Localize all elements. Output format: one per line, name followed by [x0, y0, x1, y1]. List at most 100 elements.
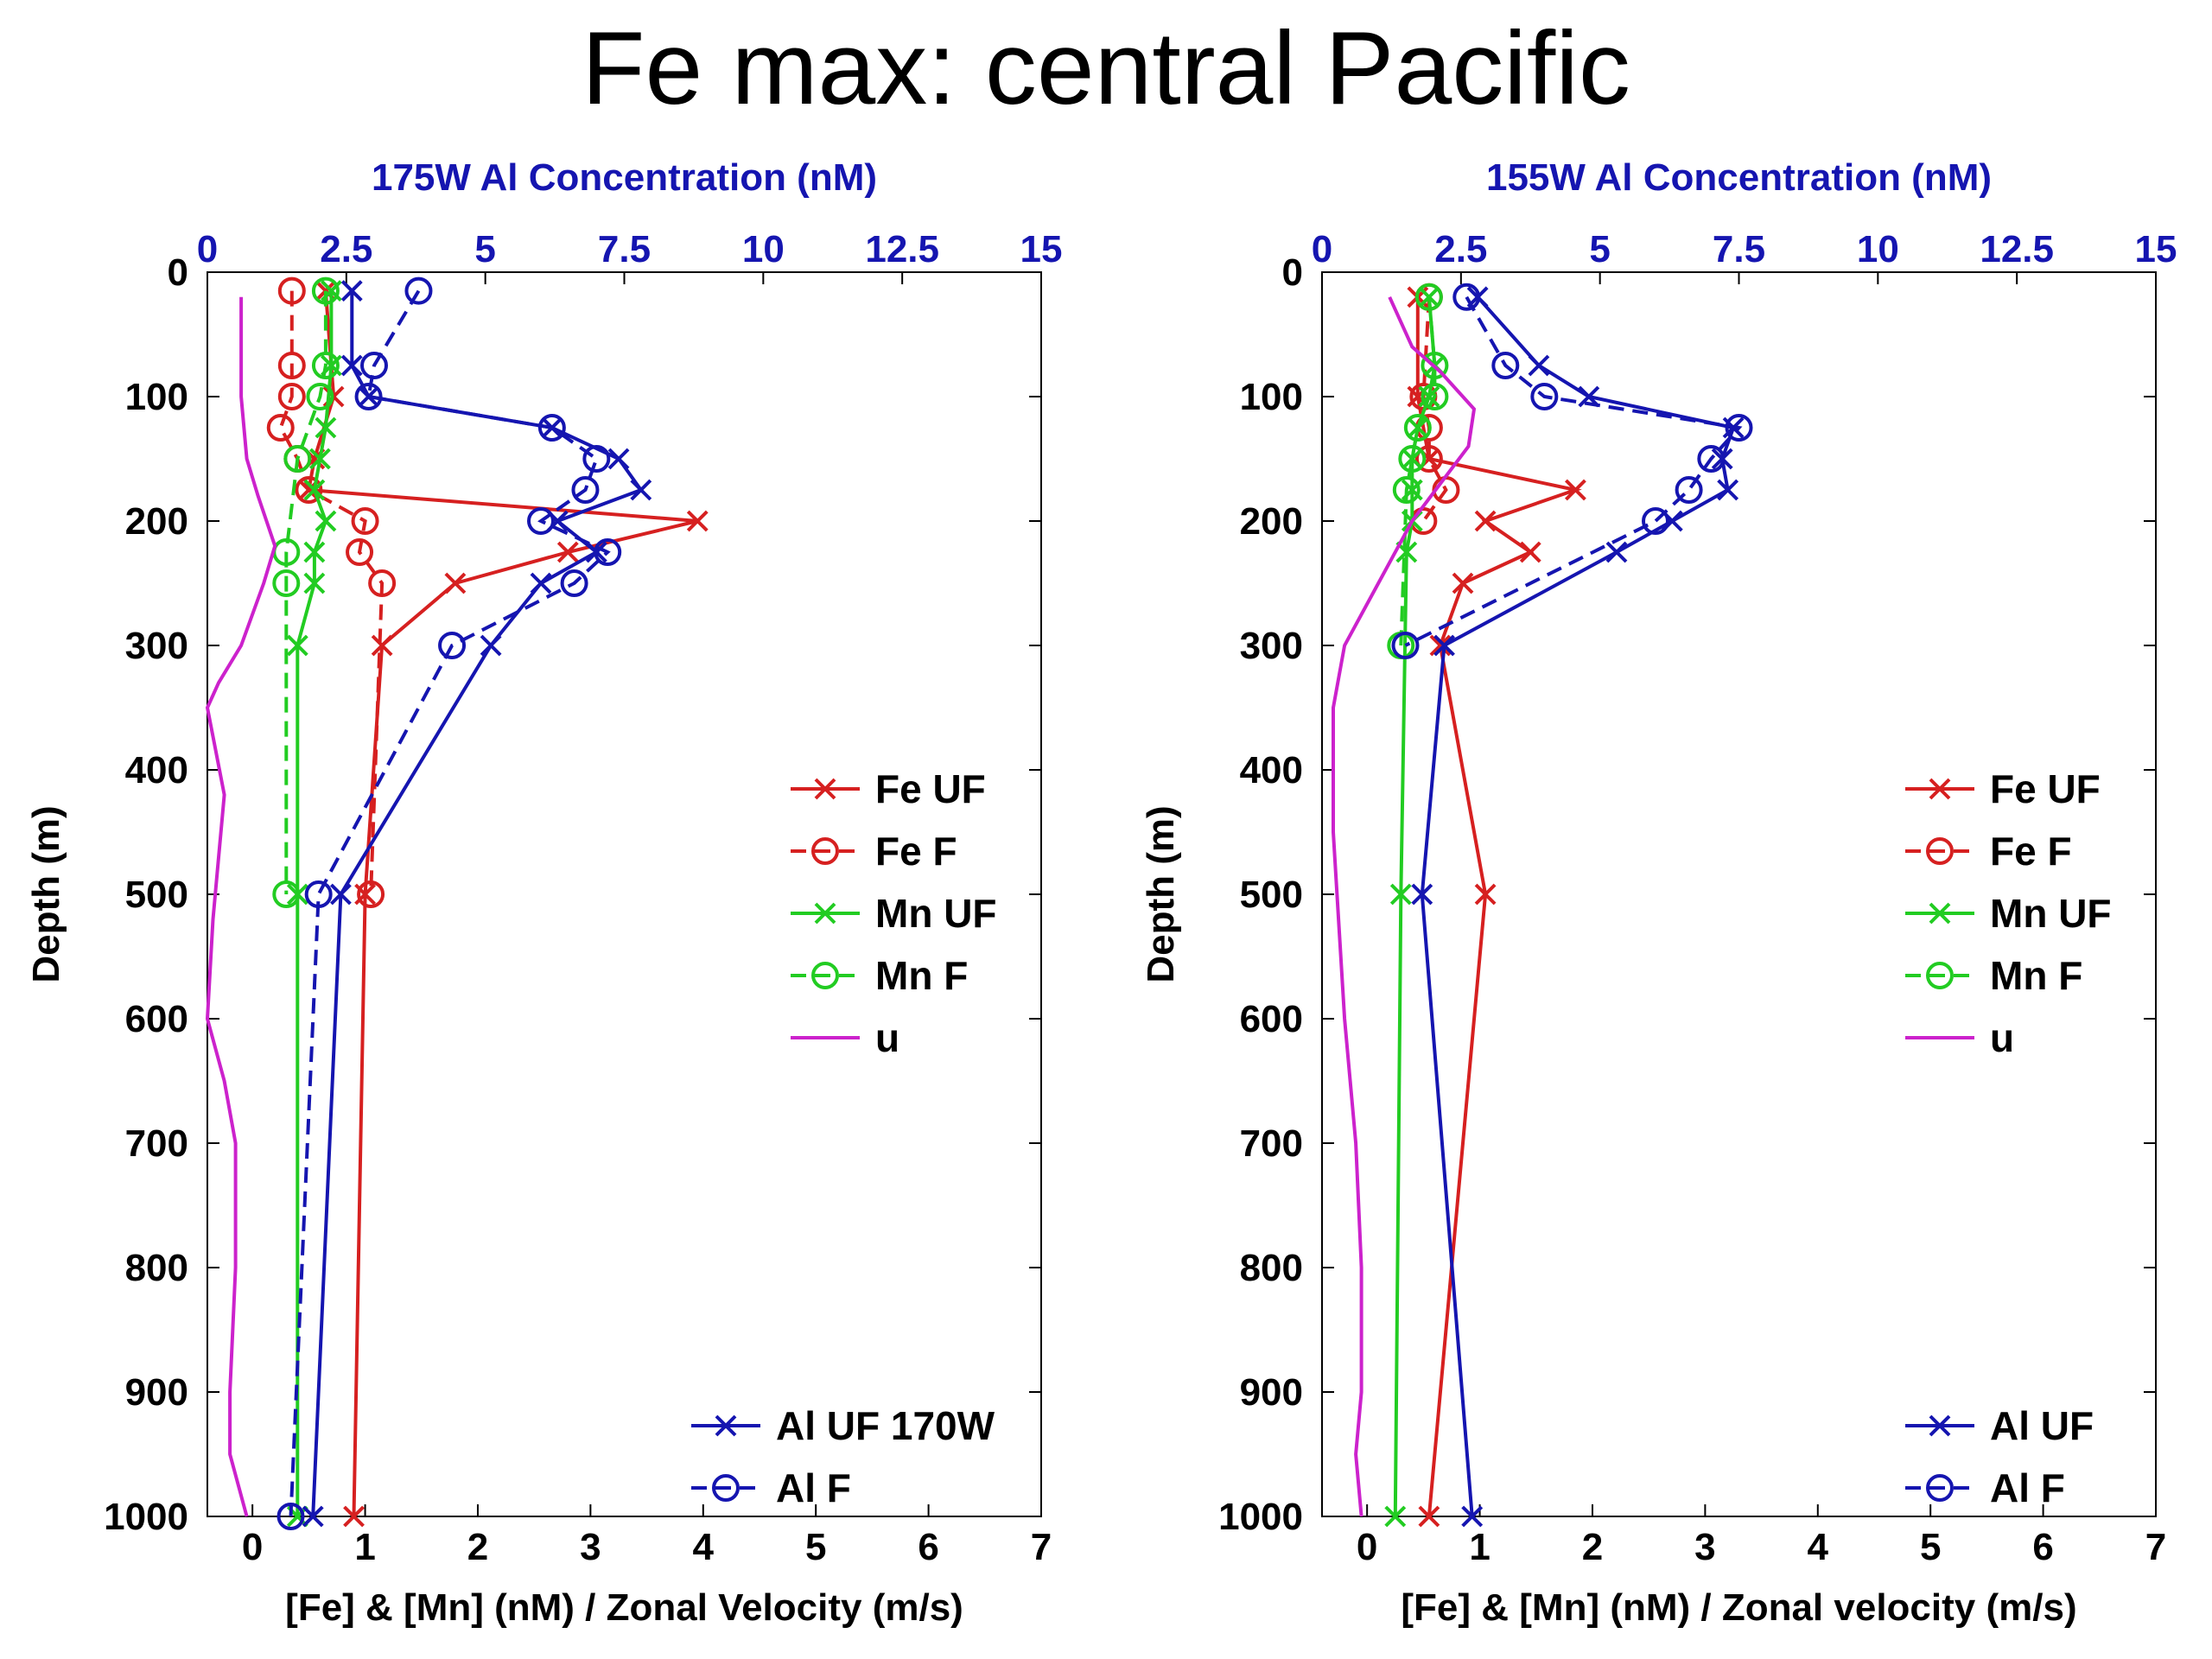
data-point-mn-f: [272, 569, 301, 597]
data-point-fe-f: [295, 476, 323, 504]
data-point-al-f: [1642, 507, 1669, 535]
legend-label: Al F: [1990, 1465, 2065, 1510]
legend-label: Mn F: [875, 953, 968, 998]
data-point-fe-f: [357, 880, 385, 908]
x-tick-label: 6: [2032, 1526, 2053, 1568]
chart-155w: 155W Al Concentration (nM)0 2.5 5 7.5 10 12.5…: [1140, 156, 2177, 1629]
data-point-al-f: [537, 414, 566, 442]
data-point-mn-uf: [315, 510, 337, 532]
data-point-mn-f: [1421, 352, 1449, 379]
data-point-fe-uf: [343, 1505, 365, 1528]
data-point-al-uf: [1433, 634, 1455, 657]
y-tick-label: 300: [1240, 625, 1303, 667]
y-tick-label: 0: [1282, 251, 1303, 294]
data-point-mn-f: [1398, 445, 1427, 473]
legend-marker: [811, 837, 839, 865]
legend-marker: [715, 1414, 737, 1437]
legend-label: Fe F: [1990, 829, 2072, 874]
legend-label: Fe F: [875, 829, 957, 874]
data-point-fe-f: [277, 276, 306, 305]
series-line-fe-f: [278, 290, 385, 895]
top-tick-label: 7.5: [1713, 228, 1765, 270]
data-point-al-f: [404, 276, 433, 305]
legend-label: u: [1990, 1015, 2014, 1060]
y-tick-label: 800: [1240, 1247, 1303, 1289]
x-tick-label: 5: [1920, 1526, 1941, 1568]
y-tick-label: 800: [125, 1247, 188, 1289]
legend-marker: [1926, 1474, 1954, 1502]
data-point-mn-f: [306, 383, 334, 410]
data-point-al-uf-170w: [358, 385, 379, 408]
top-tick-label: 15: [2135, 228, 2177, 270]
x-tick-label: 7: [1031, 1526, 1052, 1568]
data-point-al-uf: [1717, 479, 1739, 501]
data-point-al-uf: [1461, 1505, 1484, 1528]
legend-marker: [712, 1474, 740, 1502]
data-point-fe-f: [346, 538, 374, 566]
slide-title: Fe max: central Pacific: [582, 10, 1630, 126]
y-tick-label: 900: [125, 1371, 188, 1414]
data-point-fe-uf: [1474, 510, 1497, 532]
legend-marker: [814, 778, 836, 800]
top-tick-label: 7.5: [598, 228, 651, 270]
data-point-al-uf-170w: [340, 280, 363, 302]
x-axis-label: [Fe] & [Mn] (nM) / Zonal Velocity (m/s): [285, 1586, 963, 1629]
series-mn-f: [1387, 283, 1449, 659]
data-point-mn-uf: [1384, 1505, 1407, 1528]
data-point-mn-f: [1414, 283, 1443, 311]
data-point-al-uf-170w: [530, 572, 552, 594]
y-tick-label: 600: [1240, 998, 1303, 1040]
x-tick-label: 0: [1357, 1526, 1377, 1568]
x-tick-label: 4: [693, 1526, 715, 1568]
data-point-mn-f: [1392, 476, 1421, 504]
top-tick-label: 12.5: [1980, 228, 2054, 270]
series-line-u: [1332, 296, 1477, 1517]
data-point-al-f: [1391, 632, 1420, 659]
series-line-fe-f: [1421, 296, 1448, 523]
legend-label: Mn UF: [1990, 891, 2112, 936]
x-tick-label: 2: [1582, 1526, 1603, 1568]
top-tick-label: 0: [1312, 228, 1332, 270]
data-point-al-f: [1675, 476, 1703, 504]
series-al-f: [276, 276, 622, 1530]
data-point-al-uf: [1605, 541, 1628, 563]
data-point-al-uf-170w: [329, 883, 352, 906]
y-tick-label: 300: [125, 625, 188, 667]
y-tick-label: 1000: [104, 1496, 188, 1538]
data-point-fe-uf: [371, 634, 393, 657]
legend-label: Fe UF: [1990, 766, 2101, 811]
top-tick-label: 12.5: [865, 228, 939, 270]
y-tick-label: 900: [1240, 1371, 1303, 1414]
legend-label: Mn UF: [875, 891, 997, 936]
legend-marker: [1929, 778, 1951, 800]
data-point-al-f: [594, 538, 622, 566]
x-tick-label: 2: [467, 1526, 488, 1568]
data-point-mn-f: [311, 276, 340, 305]
data-point-mn-uf: [303, 541, 326, 563]
series-fe-uf: [297, 280, 709, 1528]
data-point-mn-uf: [1418, 286, 1440, 308]
top-tick-label: 10: [742, 228, 785, 270]
data-point-mn-f: [283, 445, 312, 473]
data-point-mn-uf: [303, 572, 326, 594]
series-mn-f: [272, 276, 340, 908]
data-point-al-f: [1530, 383, 1559, 410]
data-point-al-uf-170w: [480, 634, 502, 657]
data-point-mn-uf: [315, 416, 337, 439]
legend-upper: Fe UF Fe F Mn UF Mn F u: [791, 766, 997, 1060]
legend-marker: [811, 962, 839, 989]
series-al-f: [1391, 283, 1753, 659]
data-point-al-uf-170w: [302, 1505, 324, 1528]
data-point-fe-uf: [1452, 572, 1474, 594]
x-axis-label: [Fe] & [Mn] (nM) / Zonal velocity (m/s): [1401, 1586, 2076, 1629]
y-tick-label: 100: [1240, 376, 1303, 418]
data-point-fe-f: [368, 569, 397, 597]
data-point-mn-uf: [1389, 883, 1412, 906]
data-point-mn-uf: [1401, 448, 1423, 470]
series-line-fe-uf: [1415, 296, 1582, 1517]
data-point-fe-f: [277, 352, 306, 379]
top-tick-label: 2.5: [1434, 228, 1487, 270]
y-tick-label: 1000: [1218, 1496, 1303, 1538]
legend-marker: [1926, 962, 1954, 989]
data-point-al-f: [571, 476, 600, 504]
